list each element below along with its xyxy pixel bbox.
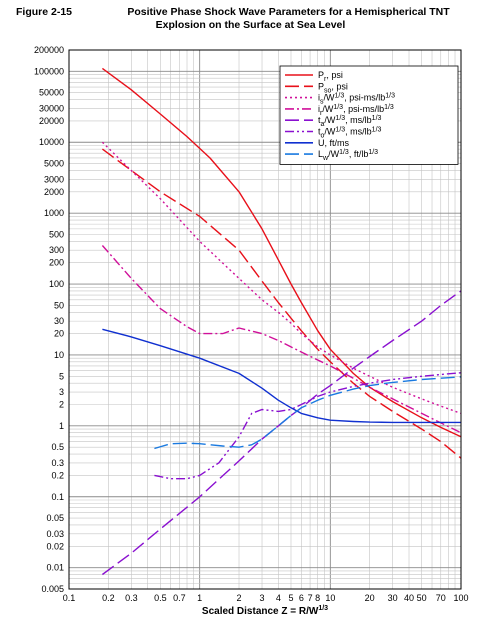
y-tick-label: 1000	[44, 208, 64, 218]
y-tick-label: 30	[54, 316, 64, 326]
series-line-6	[154, 372, 462, 480]
series-line-3	[101, 141, 462, 415]
y-tick-label: 2000	[44, 187, 64, 197]
x-tick-label: 1	[197, 593, 202, 603]
figure-title-line2: Explosion on the Surface at Sea Level	[155, 19, 346, 31]
y-tick-label: 0.05	[46, 513, 64, 523]
x-tick-label: 0.1	[63, 593, 76, 603]
x-axis-tick-labels: 0.1 0.2 0.3 0.5 0.7 1 2 3 4 5 6 7 8 10 20 30 40 50 70 100	[63, 593, 469, 603]
y-tick-label: 1	[59, 421, 64, 431]
x-tick-label: 100	[453, 593, 468, 603]
figure-title: Figure 2-15 Positive Phase Shock Wave Pa…	[0, 6, 481, 32]
x-tick-label: 6	[299, 593, 304, 603]
x-tick-label: 5	[288, 593, 293, 603]
legend-entry: ta/W1/3, ms/lb1/3	[318, 115, 382, 128]
y-tick-label: 3	[59, 387, 64, 397]
x-axis-label: Scaled Distance Z = R/W1/3	[202, 605, 328, 617]
x-tick-label: 7	[308, 593, 313, 603]
legend-entry: ir/W1/3, psi-ms/lb1/3	[318, 104, 394, 117]
series-line-2	[101, 148, 462, 459]
x-tick-label: 0.3	[125, 593, 138, 603]
x-axis-label-main: Scaled Distance Z = R/W	[202, 606, 319, 617]
series-line-8	[154, 376, 462, 450]
y-tick-label: 3000	[44, 174, 64, 184]
y-tick-label: 10	[54, 350, 64, 360]
legend-box	[279, 65, 459, 165]
series-line-4	[101, 245, 462, 434]
y-tick-label: 20	[54, 329, 64, 339]
y-tick-label: 10000	[39, 137, 64, 147]
legend-entry: to/W1/3, ms/lb1/3	[318, 127, 382, 140]
y-tick-label: 500	[49, 229, 64, 239]
y-tick-label: 200000	[34, 45, 64, 55]
x-tick-label: 50	[417, 593, 427, 603]
y-tick-label: 0.03	[46, 529, 64, 539]
y-tick-label: 50000	[39, 88, 64, 98]
x-tick-label: 70	[436, 593, 446, 603]
x-tick-label: 20	[365, 593, 375, 603]
series-line-7	[102, 328, 461, 424]
y-tick-label: 0.1	[51, 492, 64, 502]
y-tick-label: 0.02	[46, 541, 64, 551]
y-tick-label: 300	[49, 245, 64, 255]
x-axis-label-sup: 1/3	[318, 605, 328, 612]
x-tick-label: 3	[260, 593, 265, 603]
x-tick-label: 0.5	[154, 593, 167, 603]
y-tick-label: 0.5	[51, 442, 64, 452]
y-tick-label: 0.005	[41, 584, 64, 594]
y-tick-label: 0.3	[51, 458, 64, 468]
x-tick-label: 2	[236, 593, 241, 603]
y-tick-label: 0.01	[46, 563, 64, 573]
series-line-1	[101, 67, 462, 438]
y-tick-label: 5	[59, 371, 64, 381]
x-tick-label: 8	[315, 593, 320, 603]
y-tick-label: 50	[54, 300, 64, 310]
legend-entry: U, ft/ms	[318, 138, 349, 148]
series-lines	[101, 67, 462, 576]
legend-entry: Pso, psi	[318, 81, 348, 94]
x-tick-label: 0.2	[102, 593, 115, 603]
y-tick-label: 2	[59, 400, 64, 410]
x-tick-label: 0.7	[173, 593, 186, 603]
plot-frame	[68, 49, 462, 590]
legend-entry: Pr, psi	[318, 70, 343, 83]
y-tick-label: 200	[49, 258, 64, 268]
y-axis-tick-labels: 2000001000005000030000200001000050003000…	[34, 45, 64, 594]
y-tick-label: 5000	[44, 159, 64, 169]
y-tick-label: 100	[49, 279, 64, 289]
legend-entry: is/W1/3, psi-ms/lb1/3	[318, 93, 395, 106]
x-tick-label: 30	[388, 593, 398, 603]
x-tick-label: 4	[276, 593, 281, 603]
figure-title-line1: Positive Phase Shock Wave Parameters for…	[127, 6, 450, 18]
figure-number: Figure 2-15	[16, 6, 73, 18]
x-tick-label: 10	[325, 593, 335, 603]
x-tick-label: 40	[404, 593, 414, 603]
y-tick-label: 100000	[34, 66, 64, 76]
y-tick-label: 20000	[39, 116, 64, 126]
y-tick-label: 0.2	[51, 470, 64, 480]
y-tick-label: 30000	[39, 103, 64, 113]
legend-entry: Lw/W1/3, ft/lb1/3	[318, 149, 378, 162]
